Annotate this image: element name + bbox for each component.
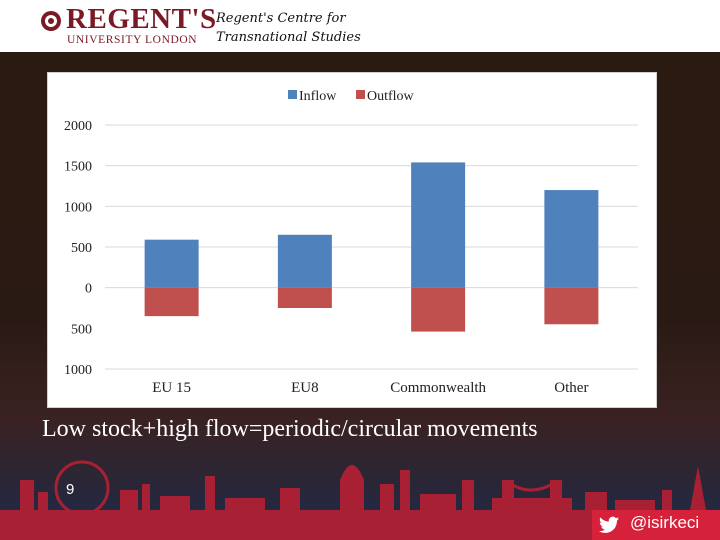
x-tick-label: EU8: [291, 380, 319, 396]
centre-title-line-2: Transnational Studies: [216, 28, 416, 47]
inflow-bar-eu-15: [145, 240, 199, 288]
y-tick-label: 1000: [64, 363, 92, 378]
inflow-bar-other: [544, 190, 598, 288]
crest-icon: [40, 10, 62, 32]
legend-swatch-outflow: [356, 90, 365, 99]
inflow-bar-eu8: [278, 235, 332, 288]
y-tick-label: 2000: [64, 119, 92, 134]
centre-title: Regent's Centre for Transnational Studie…: [216, 9, 416, 47]
legend: Inflow Outflow: [288, 89, 415, 104]
y-tick-label: 500: [71, 322, 92, 337]
y-tick-label: 1000: [64, 200, 92, 215]
twitter-handle: @isirkeci: [630, 513, 699, 533]
x-tick-label: EU 15: [152, 380, 191, 396]
header-bar: REGENT'S UNIVERSITY LONDON Regent's Cent…: [0, 0, 720, 52]
y-tick-label: 500: [71, 241, 92, 256]
outflow-bar-eu-15: [145, 288, 199, 316]
y-tick-label: 1500: [64, 160, 92, 175]
legend-label-inflow: Inflow: [299, 89, 337, 104]
x-tick-label: Commonwealth: [390, 380, 486, 396]
x-tick-label: Other: [554, 380, 588, 396]
slide-caption: Low stock+high flow=periodic/circular mo…: [42, 416, 538, 443]
logo-subtitle: UNIVERSITY LONDON: [67, 34, 197, 46]
centre-title-line-1: Regent's Centre for: [216, 9, 416, 28]
legend-swatch-inflow: [288, 90, 297, 99]
chart-panel: 2000 1500 1000 500 0 500 1000 EU 15 EU8 Commonwea…: [47, 72, 657, 408]
flow-bar-chart: 2000 1500 1000 500 0 500 1000 EU 15 EU8 Commonwea…: [48, 73, 656, 407]
slide-number: 9: [66, 481, 74, 498]
inflow-bar-commonwealth: [411, 162, 465, 287]
outflow-bar-eu8: [278, 288, 332, 308]
y-tick-label: 0: [85, 282, 92, 297]
legend-label-outflow: Outflow: [367, 89, 415, 104]
twitter-bird-icon: [599, 516, 619, 534]
logo-wordmark: REGENT'S: [66, 4, 217, 34]
outflow-bar-other: [544, 288, 598, 325]
outflow-bar-commonwealth: [411, 288, 465, 332]
